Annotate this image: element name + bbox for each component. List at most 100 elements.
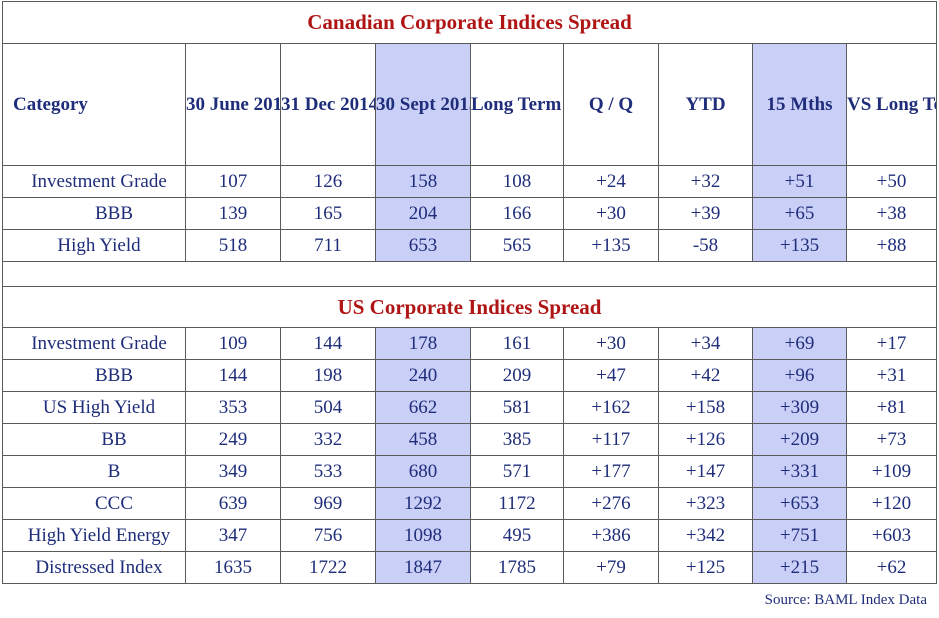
change-q-q: +177 xyxy=(563,455,659,488)
change-15-mths: +751 xyxy=(752,519,847,552)
value-long-term-avge: 565 xyxy=(470,229,564,262)
change-ytd: +39 xyxy=(658,197,753,230)
value-31-dec-2014: 969 xyxy=(280,487,376,520)
value-long-term-avge: 108 xyxy=(470,165,564,198)
value-long-term-avge: 166 xyxy=(470,197,564,230)
change-q-q: +386 xyxy=(563,519,659,552)
header-q-q: Q / Q xyxy=(563,43,659,166)
row-label: B xyxy=(2,455,186,488)
change-q-q: +30 xyxy=(563,327,659,360)
change-q-q: +79 xyxy=(563,551,659,584)
table-row: High Yield 518 711 653 565 +135 -58 +135 +88 xyxy=(2,229,938,262)
value-31-dec-2014: 533 xyxy=(280,455,376,488)
us-table-title: US Corporate Indices Spread xyxy=(1,286,938,328)
header-30-sept-2015: 30 Sept 2015 xyxy=(375,43,471,166)
value-30-june-2014: 347 xyxy=(185,519,281,552)
change-15-mths: +653 xyxy=(752,487,847,520)
value-long-term-avge: 209 xyxy=(470,359,564,392)
value-30-sept-2015: 158 xyxy=(375,165,471,198)
canadian-table-title: Canadian Corporate Indices Spread xyxy=(1,1,938,44)
change-vs-long-term-avge: +120 xyxy=(845,487,938,520)
change-vs-long-term-avge: +109 xyxy=(845,455,938,488)
header-15-mths: 15 Mths xyxy=(752,43,847,166)
header-category: Category xyxy=(2,43,186,166)
change-vs-long-term-avge: +81 xyxy=(845,391,938,424)
value-30-sept-2015: 1098 xyxy=(375,519,471,552)
table-row: High Yield Energy 347 756 1098 495 +386 +342 +7… xyxy=(2,519,938,552)
change-q-q: +276 xyxy=(563,487,659,520)
value-long-term-avge: 1785 xyxy=(470,551,564,584)
change-q-q: +135 xyxy=(563,229,659,262)
change-ytd: +125 xyxy=(658,551,753,584)
change-ytd: +32 xyxy=(658,165,753,198)
value-30-sept-2015: 1847 xyxy=(375,551,471,584)
row-label: Distressed Index xyxy=(2,551,186,584)
change-vs-long-term-avge: +17 xyxy=(845,327,938,360)
change-15-mths: +215 xyxy=(752,551,847,584)
value-30-june-2014: 353 xyxy=(185,391,281,424)
value-30-sept-2015: 662 xyxy=(375,391,471,424)
change-15-mths: +51 xyxy=(752,165,847,198)
change-ytd: +147 xyxy=(658,455,753,488)
change-ytd: -58 xyxy=(658,229,753,262)
change-vs-long-term-avge: +73 xyxy=(845,423,938,456)
value-31-dec-2014: 126 xyxy=(280,165,376,198)
table-row: US High Yield 353 504 662 581 +162 +158 +309 +81 xyxy=(2,391,938,424)
value-30-sept-2015: 204 xyxy=(375,197,471,230)
value-31-dec-2014: 198 xyxy=(280,359,376,392)
table-row: Investment Grade 109 144 178 161 +30 +34 +69 +17 xyxy=(2,327,938,360)
table-row: CCC 639 969 1292 1172 +276 +323 +653 +120 xyxy=(2,487,938,520)
change-vs-long-term-avge: +50 xyxy=(845,165,938,198)
value-30-june-2014: 144 xyxy=(185,359,281,392)
value-long-term-avge: 581 xyxy=(470,391,564,424)
header-30-june-2014: 30 June 2014 xyxy=(185,43,281,166)
value-30-june-2014: 639 xyxy=(185,487,281,520)
value-long-term-avge: 571 xyxy=(470,455,564,488)
header-long-term-avge: Long Term Avge xyxy=(470,43,564,166)
change-q-q: +24 xyxy=(563,165,659,198)
value-31-dec-2014: 1722 xyxy=(280,551,376,584)
change-vs-long-term-avge: +62 xyxy=(845,551,938,584)
table-row: Distressed Index 1635 1722 1847 1785 +79 +125 +… xyxy=(2,551,938,584)
change-ytd: +34 xyxy=(658,327,753,360)
value-30-june-2014: 249 xyxy=(185,423,281,456)
header-ytd: YTD xyxy=(658,43,753,166)
table-row: B 349 533 680 571 +177 +147 +331 +109 xyxy=(2,455,938,488)
value-30-sept-2015: 240 xyxy=(375,359,471,392)
value-long-term-avge: 495 xyxy=(470,519,564,552)
row-label: CCC xyxy=(2,487,186,520)
spacer-cell xyxy=(1,261,938,287)
value-30-june-2014: 107 xyxy=(185,165,281,198)
value-30-sept-2015: 458 xyxy=(375,423,471,456)
change-15-mths: +331 xyxy=(752,455,847,488)
header-31-dec-2014: 31 Dec 2014 xyxy=(280,43,376,166)
value-30-sept-2015: 680 xyxy=(375,455,471,488)
change-vs-long-term-avge: +31 xyxy=(845,359,938,392)
value-30-june-2014: 139 xyxy=(185,197,281,230)
change-ytd: +126 xyxy=(658,423,753,456)
row-label: BB xyxy=(2,423,186,456)
value-30-june-2014: 1635 xyxy=(185,551,281,584)
value-31-dec-2014: 165 xyxy=(280,197,376,230)
value-30-june-2014: 109 xyxy=(185,327,281,360)
table-row: BBB 144 198 240 209 +47 +42 +96 +31 xyxy=(2,359,938,392)
section-spacer xyxy=(1,261,938,287)
value-31-dec-2014: 756 xyxy=(280,519,376,552)
value-30-sept-2015: 1292 xyxy=(375,487,471,520)
change-ytd: +342 xyxy=(658,519,753,552)
row-label: BBB xyxy=(2,359,186,392)
value-31-dec-2014: 504 xyxy=(280,391,376,424)
value-long-term-avge: 161 xyxy=(470,327,564,360)
row-label: High Yield Energy xyxy=(2,519,186,552)
change-vs-long-term-avge: +38 xyxy=(845,197,938,230)
row-label: Investment Grade xyxy=(2,327,186,360)
change-15-mths: +65 xyxy=(752,197,847,230)
change-vs-long-term-avge: +88 xyxy=(845,229,938,262)
change-15-mths: +96 xyxy=(752,359,847,392)
us-title-row: US Corporate Indices Spread xyxy=(1,286,938,328)
change-q-q: +117 xyxy=(563,423,659,456)
change-q-q: +30 xyxy=(563,197,659,230)
spread-table: Canadian Corporate Indices Spread Catego… xyxy=(1,1,938,584)
change-q-q: +47 xyxy=(563,359,659,392)
change-ytd: +42 xyxy=(658,359,753,392)
